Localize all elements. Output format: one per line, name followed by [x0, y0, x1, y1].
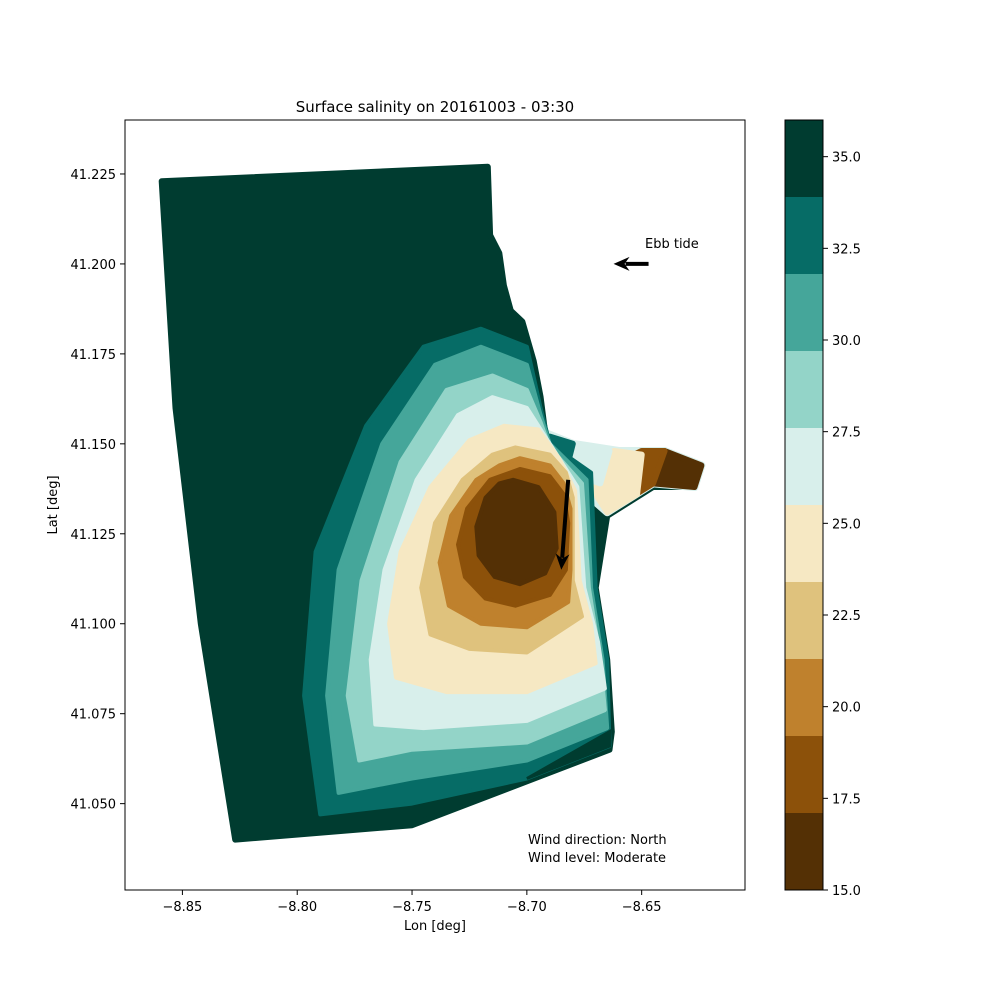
wind-level-label: Wind level: Moderate [528, 851, 666, 866]
colorbar-swatch-5 [785, 428, 823, 505]
x-tick-label: −8.75 [392, 900, 432, 915]
colorbar-tick-label: 22.5 [832, 609, 861, 624]
x-tick-label: −8.65 [622, 900, 662, 915]
wind-direction-label: Wind direction: North [528, 833, 667, 848]
colorbar-tick-label: 32.5 [832, 242, 861, 257]
plot-frame [124, 119, 746, 891]
colorbar-swatch-3 [785, 582, 823, 659]
salinity-zone-0 [474, 477, 559, 587]
y-tick-label: 41.200 [71, 258, 117, 273]
colorbar-swatch-7 [785, 274, 823, 351]
x-tick-label: −8.80 [277, 900, 317, 915]
wind-arrow [555, 479, 571, 570]
ebb-tide-arrow [613, 256, 649, 271]
colorbar-tick-label: 27.5 [832, 426, 861, 441]
colorbar-frame [784, 119, 824, 891]
y-axis: 41.050 41.075 41.100 41.125 41.150 41.175 41.2… [71, 168, 125, 813]
colorbar-swatch-9 [785, 120, 823, 197]
colorbar-tick-label: 25.0 [832, 517, 861, 532]
colorbar-swatch-4 [785, 505, 823, 582]
colorbar-tick-label: 17.5 [832, 792, 861, 807]
y-tick-label: 41.175 [71, 348, 117, 363]
colorbar-tick-label: 20.0 [832, 701, 861, 716]
colorbar-tick-label: 35.0 [832, 151, 861, 166]
y-tick-label: 41.125 [71, 528, 117, 543]
x-axis-label: Lon [deg] [404, 919, 466, 934]
y-tick-label: 41.150 [71, 438, 117, 453]
colorbar-swatch-0 [785, 813, 823, 890]
colorbar-swatch-2 [785, 659, 823, 736]
ebb-tide-label: Ebb tide [645, 237, 699, 252]
colorbar-swatch-6 [785, 351, 823, 428]
colorbar-swatch-8 [785, 197, 823, 274]
y-axis-label: Lat [deg] [46, 475, 61, 534]
y-tick-label: 41.075 [71, 708, 117, 723]
y-tick-label: 41.050 [71, 798, 117, 813]
salinity-map [158, 163, 706, 843]
x-tick-label: −8.70 [507, 900, 547, 915]
x-axis: −8.85 −8.80 −8.75 −8.70 −8.65 [162, 890, 662, 915]
colorbar: 15.0 17.5 20.0 22.5 25.0 27.5 30.0 32.5 35.0 [785, 120, 861, 899]
y-tick-label: 41.225 [71, 168, 117, 183]
colorbar-tick-label: 15.0 [832, 884, 861, 899]
colorbar-swatch-1 [785, 736, 823, 813]
southern-high-salinity-strip [526, 729, 611, 780]
chart-title: Surface salinity on 20161003 - 03:30 [296, 98, 574, 116]
y-tick-label: 41.100 [71, 618, 117, 633]
x-tick-label: −8.85 [162, 900, 202, 915]
colorbar-tick-label: 30.0 [832, 334, 861, 349]
vector-arrows [555, 256, 649, 570]
